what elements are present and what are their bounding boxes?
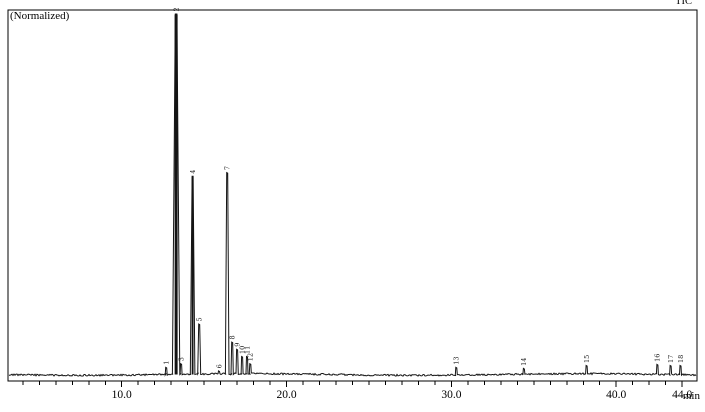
peak-number-label: 7 [224,166,232,170]
peak-number-label: 1 [163,361,171,365]
peak-number-label: 6 [215,364,223,368]
x-tick-label: 44.0 [672,389,692,401]
x-tick-label: 30.0 [441,389,461,401]
peak-number-label: 5 [196,317,204,321]
x-tick-label: 40.0 [606,389,626,401]
peak-number-label: 17 [667,355,675,363]
normalized-label: (Normalized) [10,10,70,22]
peak-number-label: 10 [238,346,246,354]
peak-number-label: 13 [453,357,461,365]
peak-number-label: 18 [677,355,685,363]
peak-number-label: 3 [177,357,185,361]
plot-frame [7,9,698,382]
chromatogram-trace [8,13,697,377]
peak-number-label: 9 [233,343,241,347]
peak-number-label: 11 [243,346,251,354]
peak-number-label: 15 [583,355,591,363]
peak-number-label: 12 [247,353,255,361]
peak-number-label: 14 [520,358,528,366]
x-axis-unit-label: min [682,390,700,402]
x-tick-label: 10.0 [112,389,132,401]
x-tick-label: 20.0 [277,389,297,401]
peak-number-label: 4 [189,170,197,174]
tic-signal-label: TIC [675,0,692,7]
peak-number-label: 8 [228,335,236,339]
peak-number-label: 2 [172,7,180,11]
peak-number-label: 16 [654,354,662,362]
